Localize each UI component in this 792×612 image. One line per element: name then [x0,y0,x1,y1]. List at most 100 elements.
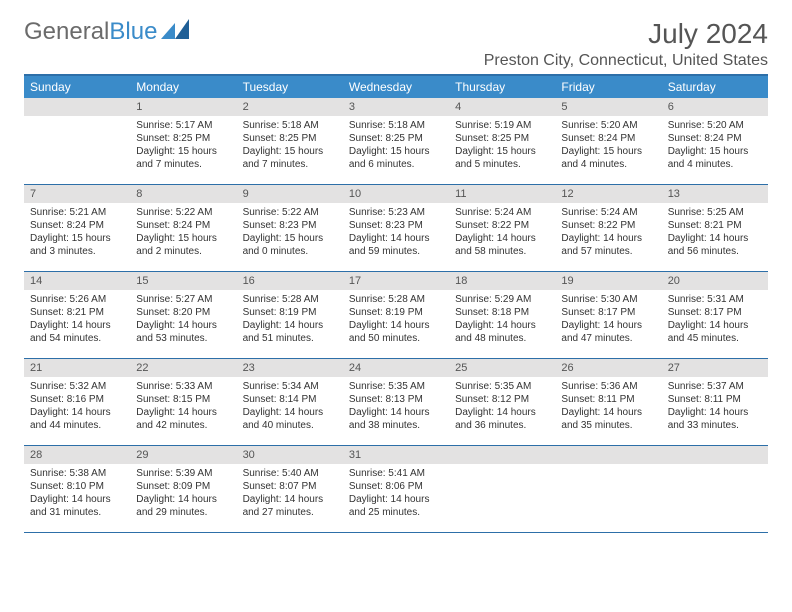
sunset-text: Sunset: 8:25 PM [136,132,230,145]
day-number: 9 [237,185,343,203]
sunrise-text: Sunrise: 5:17 AM [136,119,230,132]
sunset-text: Sunset: 8:23 PM [349,219,443,232]
sunrise-text: Sunrise: 5:27 AM [136,293,230,306]
day-body: Sunrise: 5:24 AMSunset: 8:22 PMDaylight:… [555,203,661,264]
day-number: 13 [662,185,768,203]
daylight-text: and 45 minutes. [668,332,762,345]
sunrise-text: Sunrise: 5:24 AM [455,206,549,219]
day-number: 28 [24,446,130,464]
sunset-text: Sunset: 8:20 PM [136,306,230,319]
sunrise-text: Sunrise: 5:40 AM [243,467,337,480]
day-cell [24,98,130,184]
day-body: Sunrise: 5:27 AMSunset: 8:20 PMDaylight:… [130,290,236,351]
daylight-text: and 25 minutes. [349,506,443,519]
day-body: Sunrise: 5:20 AMSunset: 8:24 PMDaylight:… [555,116,661,177]
sunrise-text: Sunrise: 5:23 AM [349,206,443,219]
day-number: 19 [555,272,661,290]
day-body: Sunrise: 5:33 AMSunset: 8:15 PMDaylight:… [130,377,236,438]
day-number: 5 [555,98,661,116]
sunset-text: Sunset: 8:13 PM [349,393,443,406]
sunset-text: Sunset: 8:23 PM [243,219,337,232]
day-body: Sunrise: 5:18 AMSunset: 8:25 PMDaylight:… [237,116,343,177]
daylight-text: Daylight: 15 hours [136,232,230,245]
daylight-text: Daylight: 15 hours [136,145,230,158]
sunset-text: Sunset: 8:12 PM [455,393,549,406]
daylight-text: and 27 minutes. [243,506,337,519]
sunset-text: Sunset: 8:25 PM [349,132,443,145]
day-number [24,98,130,116]
sunrise-text: Sunrise: 5:28 AM [349,293,443,306]
daylight-text: Daylight: 15 hours [243,145,337,158]
weekday-fri: Friday [555,76,661,98]
day-cell: 15Sunrise: 5:27 AMSunset: 8:20 PMDayligh… [130,272,236,358]
sunset-text: Sunset: 8:24 PM [30,219,124,232]
sunrise-text: Sunrise: 5:30 AM [561,293,655,306]
daylight-text: and 7 minutes. [136,158,230,171]
day-number: 15 [130,272,236,290]
day-cell [449,446,555,532]
daylight-text: Daylight: 14 hours [243,406,337,419]
sunset-text: Sunset: 8:14 PM [243,393,337,406]
daylight-text: and 3 minutes. [30,245,124,258]
daylight-text: Daylight: 14 hours [243,493,337,506]
day-body [24,116,130,125]
sunset-text: Sunset: 8:17 PM [668,306,762,319]
day-number: 30 [237,446,343,464]
weekday-thu: Thursday [449,76,555,98]
daylight-text: Daylight: 14 hours [136,493,230,506]
day-cell: 13Sunrise: 5:25 AMSunset: 8:21 PMDayligh… [662,185,768,271]
sunrise-text: Sunrise: 5:18 AM [243,119,337,132]
day-cell: 22Sunrise: 5:33 AMSunset: 8:15 PMDayligh… [130,359,236,445]
daylight-text: and 4 minutes. [668,158,762,171]
daylight-text: Daylight: 15 hours [30,232,124,245]
weekday-tue: Tuesday [237,76,343,98]
sunset-text: Sunset: 8:06 PM [349,480,443,493]
daylight-text: Daylight: 15 hours [349,145,443,158]
day-cell: 9Sunrise: 5:22 AMSunset: 8:23 PMDaylight… [237,185,343,271]
daylight-text: and 50 minutes. [349,332,443,345]
day-number: 12 [555,185,661,203]
header: GeneralBlue July 2024 Preston City, Conn… [24,18,768,70]
sunrise-text: Sunrise: 5:22 AM [136,206,230,219]
sunrise-text: Sunrise: 5:35 AM [455,380,549,393]
sunrise-text: Sunrise: 5:33 AM [136,380,230,393]
day-body: Sunrise: 5:29 AMSunset: 8:18 PMDaylight:… [449,290,555,351]
day-cell: 11Sunrise: 5:24 AMSunset: 8:22 PMDayligh… [449,185,555,271]
sunset-text: Sunset: 8:25 PM [455,132,549,145]
day-number: 11 [449,185,555,203]
day-number: 21 [24,359,130,377]
sunset-text: Sunset: 8:21 PM [30,306,124,319]
daylight-text: and 2 minutes. [136,245,230,258]
daylight-text: and 47 minutes. [561,332,655,345]
sunset-text: Sunset: 8:19 PM [243,306,337,319]
day-number: 8 [130,185,236,203]
daylight-text: and 48 minutes. [455,332,549,345]
day-number: 3 [343,98,449,116]
sunset-text: Sunset: 8:22 PM [455,219,549,232]
daylight-text: Daylight: 14 hours [349,232,443,245]
daylight-text: Daylight: 15 hours [668,145,762,158]
sunrise-text: Sunrise: 5:28 AM [243,293,337,306]
daylight-text: and 40 minutes. [243,419,337,432]
day-body: Sunrise: 5:31 AMSunset: 8:17 PMDaylight:… [662,290,768,351]
day-body: Sunrise: 5:37 AMSunset: 8:11 PMDaylight:… [662,377,768,438]
daylight-text: Daylight: 14 hours [561,406,655,419]
daylight-text: Daylight: 15 hours [455,145,549,158]
daylight-text: and 59 minutes. [349,245,443,258]
day-body: Sunrise: 5:38 AMSunset: 8:10 PMDaylight:… [24,464,130,525]
week-row: 7Sunrise: 5:21 AMSunset: 8:24 PMDaylight… [24,185,768,272]
daylight-text: and 0 minutes. [243,245,337,258]
day-number [662,446,768,464]
daylight-text: Daylight: 14 hours [30,493,124,506]
day-cell: 18Sunrise: 5:29 AMSunset: 8:18 PMDayligh… [449,272,555,358]
day-body: Sunrise: 5:21 AMSunset: 8:24 PMDaylight:… [24,203,130,264]
day-body: Sunrise: 5:40 AMSunset: 8:07 PMDaylight:… [237,464,343,525]
weekday-sun: Sunday [24,76,130,98]
sunrise-text: Sunrise: 5:38 AM [30,467,124,480]
day-cell: 17Sunrise: 5:28 AMSunset: 8:19 PMDayligh… [343,272,449,358]
day-number: 1 [130,98,236,116]
logo-icon [161,18,189,46]
weekday-row: Sunday Monday Tuesday Wednesday Thursday… [24,76,768,98]
day-body: Sunrise: 5:18 AMSunset: 8:25 PMDaylight:… [343,116,449,177]
day-number: 2 [237,98,343,116]
